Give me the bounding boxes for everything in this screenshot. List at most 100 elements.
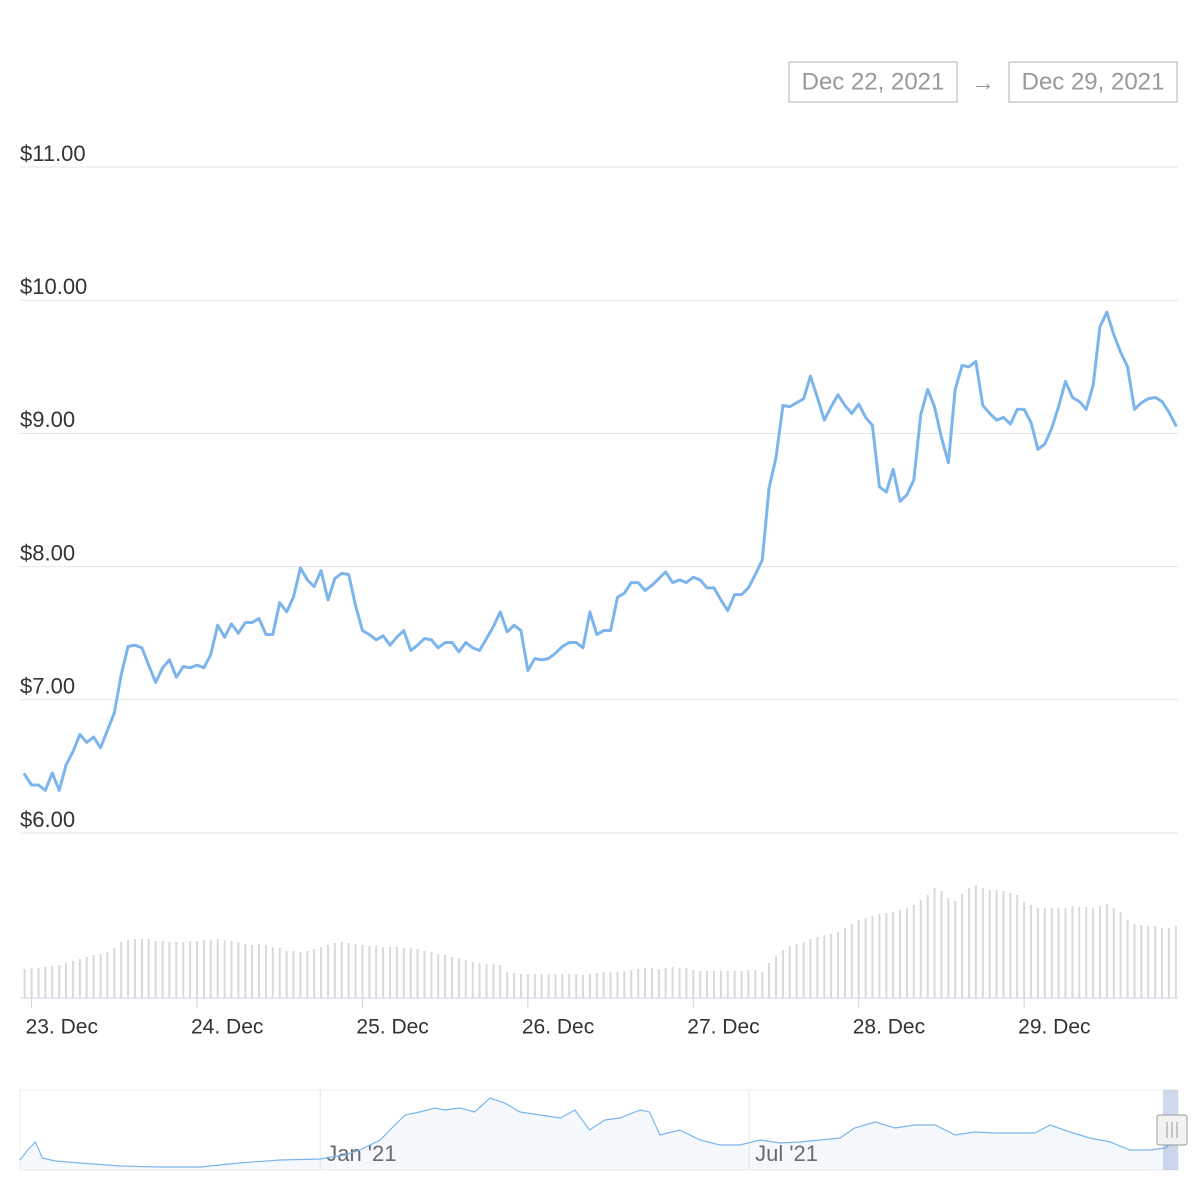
volume-bar <box>244 944 247 998</box>
y-tick-label: $8.00 <box>20 540 75 565</box>
volume-bar <box>788 946 791 998</box>
volume-bar <box>616 972 619 998</box>
volume-bar <box>864 918 867 998</box>
navigator-tick-label: Jul '21 <box>755 1141 818 1166</box>
volume-bar <box>954 901 957 998</box>
volume-bar <box>161 941 164 998</box>
volume-bar <box>1085 907 1088 998</box>
y-tick-label: $6.00 <box>20 807 75 832</box>
volume-bar <box>444 955 447 998</box>
volume-bar <box>175 942 178 998</box>
volume-bar <box>1133 924 1136 998</box>
volume-bar <box>1071 906 1074 998</box>
volume-bar <box>906 908 909 998</box>
volume-bar <box>354 944 357 998</box>
volume-bar <box>437 954 440 998</box>
volume-bar <box>457 958 460 998</box>
volume-bar <box>650 968 653 998</box>
volume-bar <box>981 888 984 998</box>
volume-bar <box>740 971 743 998</box>
volume-bar <box>106 952 109 998</box>
volume-bar <box>168 942 171 998</box>
volume-bar <box>1174 926 1177 998</box>
volume-bar <box>526 974 529 998</box>
volume-bar <box>513 973 516 998</box>
volume-bar <box>327 945 330 998</box>
volume-bar <box>699 971 702 998</box>
volume-bar <box>995 890 998 998</box>
date-to: Dec 29, 2021 <box>1022 68 1165 95</box>
volume-bar <box>775 956 778 998</box>
volume-bar <box>361 945 364 998</box>
x-tick-label: 28. Dec <box>853 1016 925 1039</box>
volume-bar <box>1126 920 1129 998</box>
volume-bar <box>540 974 543 998</box>
date-separator: → <box>971 69 995 96</box>
volume-bar <box>781 950 784 998</box>
y-tick-label: $11.00 <box>20 141 86 166</box>
volume-bar <box>933 888 936 998</box>
volume-bar <box>499 965 502 998</box>
volume-bar <box>1050 908 1053 998</box>
volume-bar <box>251 945 254 998</box>
volume-bar <box>926 895 929 998</box>
volume-bar <box>823 935 826 998</box>
volume-bar <box>113 948 116 998</box>
volume-bar <box>133 939 136 998</box>
volume-bar <box>1023 902 1026 998</box>
volume-bar <box>1147 926 1150 998</box>
volume-bar <box>340 942 343 998</box>
volume-bar <box>37 968 40 998</box>
volume-bar <box>347 943 350 998</box>
date-input-to[interactable] <box>1008 61 1178 103</box>
volume-bar <box>1016 895 1019 998</box>
navigator-line <box>19 1097 1176 1168</box>
volume-bar <box>44 967 47 998</box>
volume-bar <box>795 944 798 998</box>
volume-bar <box>878 914 881 998</box>
volume-bar <box>271 947 274 998</box>
volume-bar <box>830 934 833 998</box>
volume-bar <box>471 962 474 998</box>
volume-bar <box>961 894 964 998</box>
volume-bar <box>912 905 915 998</box>
volume-bar <box>1154 926 1157 998</box>
volume-bar <box>685 968 688 998</box>
volume-bar <box>147 939 150 998</box>
volume-bar <box>99 954 102 998</box>
volume-bar <box>1105 904 1108 998</box>
volume-bar <box>547 974 550 998</box>
volume-bar <box>1078 907 1081 998</box>
volume-bar <box>30 968 33 998</box>
volume-bar <box>974 885 977 998</box>
volume-bar <box>258 944 261 998</box>
volume-bar <box>857 920 860 998</box>
volume-bar <box>630 970 633 998</box>
volume-bar <box>216 939 219 998</box>
volume-bar <box>637 969 640 998</box>
volume-bar <box>189 941 192 998</box>
volume-bar <box>816 937 819 998</box>
volume-bar <box>389 947 392 998</box>
volume-bar <box>706 971 709 998</box>
volume-bar <box>209 940 212 998</box>
volume-bar <box>182 942 185 998</box>
price-line <box>23 310 1178 792</box>
volume-bar <box>464 960 467 998</box>
volume-bar <box>485 964 488 998</box>
volume-bar <box>761 972 764 998</box>
date-input-from[interactable] <box>788 61 958 103</box>
volume-bar <box>1036 908 1039 998</box>
volume-bar <box>940 891 943 998</box>
volume-bar <box>492 964 495 998</box>
volume-bar <box>196 941 199 998</box>
volume-bar <box>588 974 591 998</box>
volume-bar <box>712 971 715 998</box>
volume-bar <box>768 963 771 998</box>
volume-bar <box>671 967 674 998</box>
volume-bar <box>609 972 612 998</box>
volume-bar <box>368 946 371 998</box>
volume-bar <box>726 971 729 998</box>
x-tick-label: 29. Dec <box>1018 1016 1090 1039</box>
